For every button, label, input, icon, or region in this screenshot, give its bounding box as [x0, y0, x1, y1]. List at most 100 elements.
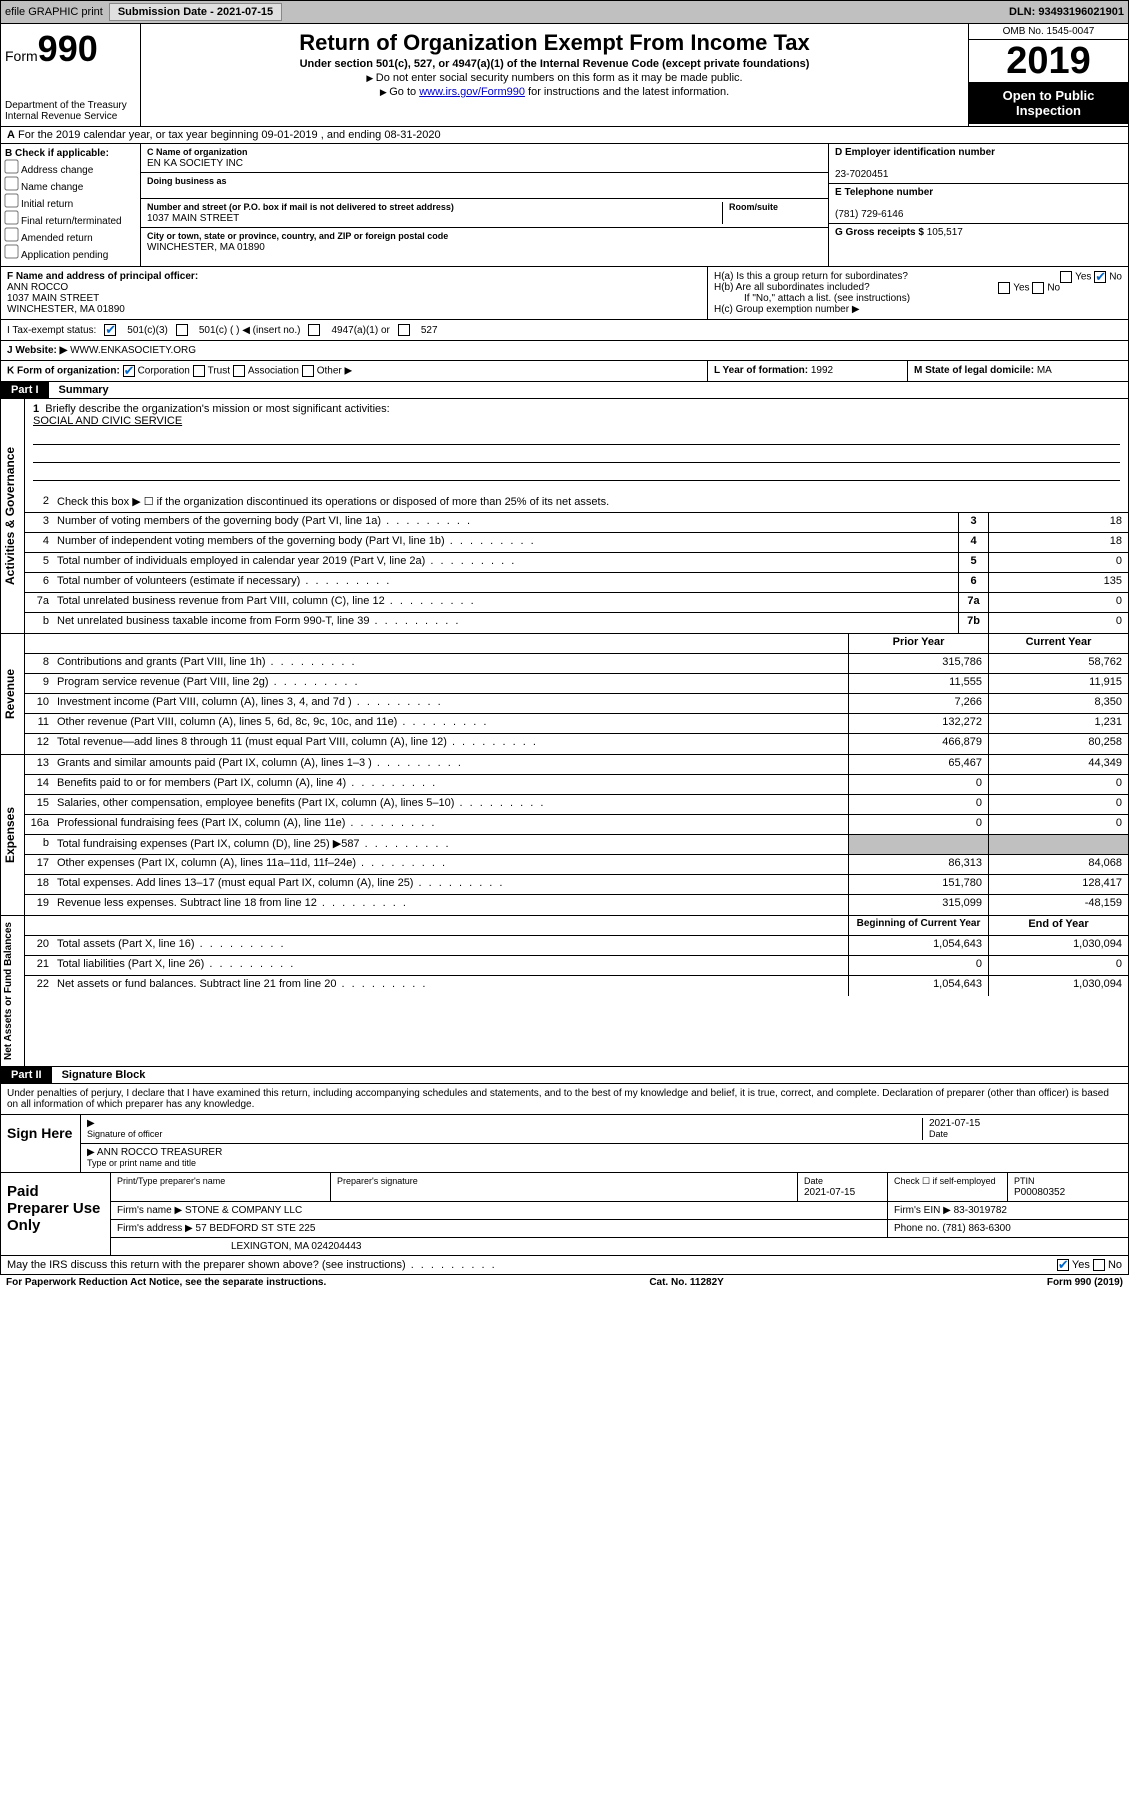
- phone-line: E Telephone number (781) 729-6146: [829, 184, 1128, 224]
- cb-final-return[interactable]: Final return/terminated: [5, 211, 136, 227]
- goto-note: Go to www.irs.gov/Form990 for instructio…: [145, 86, 964, 98]
- summary-line-4: 4Number of independent voting members of…: [25, 533, 1128, 553]
- address-line: Number and street (or P.O. box if mail i…: [141, 199, 828, 228]
- signature-section: Under penalties of perjury, I declare th…: [0, 1084, 1129, 1275]
- h-block: H(a) Is this a group return for subordin…: [708, 267, 1128, 319]
- irs-link[interactable]: www.irs.gov/Form990: [419, 86, 525, 98]
- part2-header: Part II Signature Block: [0, 1067, 1129, 1084]
- summary-line-17: 17Other expenses (Part IX, column (A), l…: [25, 855, 1128, 875]
- efile-label: efile GRAPHIC print: [5, 6, 103, 18]
- summary-line-12: 12Total revenue—add lines 8 through 11 (…: [25, 734, 1128, 754]
- mission-text: SOCIAL AND CIVIC SERVICE: [33, 415, 182, 427]
- cb-527[interactable]: [398, 324, 410, 336]
- cb-initial-return[interactable]: Initial return: [5, 194, 136, 210]
- form-left-box: Form990 Department of the Treasury Inter…: [1, 24, 141, 126]
- cb-app-pending[interactable]: Application pending: [5, 245, 136, 261]
- sign-here-grid: Sign Here ▶Signature of officer 2021-07-…: [1, 1114, 1128, 1172]
- dept-treasury: Department of the Treasury Internal Reve…: [5, 100, 136, 122]
- tax-exempt-status: I Tax-exempt status: 501(c)(3) 501(c) ( …: [0, 320, 1129, 341]
- k-form-org: K Form of organization: Corporation Trus…: [1, 361, 708, 381]
- ha-line: H(a) Is this a group return for subordin…: [714, 271, 1122, 282]
- website-value: WWW.ENKASOCIETY.ORG: [70, 345, 196, 356]
- ssn-note: Do not enter social security numbers on …: [145, 72, 964, 84]
- form-title-block: Return of Organization Exempt From Incom…: [141, 24, 968, 126]
- ein-line: D Employer identification number 23-7020…: [829, 144, 1128, 184]
- klm-row: K Form of organization: Corporation Trus…: [0, 361, 1129, 382]
- city-line: City or town, state or province, country…: [141, 228, 828, 256]
- hb-note: If "No," attach a list. (see instruction…: [714, 293, 1122, 304]
- rev-header: Prior Year Current Year: [25, 634, 1128, 654]
- prep-line-4: LEXINGTON, MA 024204443: [111, 1238, 1128, 1255]
- line-2: 2Check this box ▶ ☐ if the organization …: [25, 493, 1128, 513]
- hb-line: H(b) Are all subordinates included? Yes …: [714, 282, 1122, 293]
- officer-name: ANN ROCCO: [7, 282, 68, 293]
- summary-line-8: 8Contributions and grants (Part VIII, li…: [25, 654, 1128, 674]
- officer-h-row: F Name and address of principal officer:…: [0, 267, 1129, 320]
- expenses-section: Expenses 13Grants and similar amounts pa…: [0, 755, 1129, 916]
- efile-top-bar: efile GRAPHIC print Submission Date - 20…: [0, 0, 1129, 24]
- org-name: EN KA SOCIETY INC: [147, 158, 243, 169]
- hc-line: H(c) Group exemption number ▶: [714, 304, 1122, 315]
- sign-here-label: Sign Here: [1, 1115, 81, 1172]
- summary-line-11: 11Other revenue (Part VIII, column (A), …: [25, 714, 1128, 734]
- summary-line-5: 5Total number of individuals employed in…: [25, 553, 1128, 573]
- cb-trust[interactable]: [193, 365, 205, 377]
- penalty-statement: Under penalties of perjury, I declare th…: [1, 1084, 1128, 1114]
- form-subtitle: Under section 501(c), 527, or 4947(a)(1)…: [145, 58, 964, 70]
- dba-line: Doing business as: [141, 173, 828, 199]
- cb-other[interactable]: [302, 365, 314, 377]
- vlabel-gov: Activities & Governance: [1, 399, 25, 633]
- officer-block: F Name and address of principal officer:…: [1, 267, 708, 319]
- officer-name-line: ▶ ANN ROCCO TREASURERType or print name …: [81, 1144, 1128, 1172]
- cb-4947[interactable]: [308, 324, 320, 336]
- cb-assoc[interactable]: [233, 365, 245, 377]
- summary-line-6: 6Total number of volunteers (estimate if…: [25, 573, 1128, 593]
- dln-label: DLN: 93493196021901: [1009, 6, 1124, 18]
- vlabel-net: Net Assets or Fund Balances: [1, 916, 25, 1066]
- city-state-zip: WINCHESTER, MA 01890: [147, 242, 265, 253]
- footer-row: For Paperwork Reduction Act Notice, see …: [0, 1275, 1129, 1290]
- entity-block: B Check if applicable: Address change Na…: [0, 144, 1129, 267]
- cb-501c[interactable]: [176, 324, 188, 336]
- mission-block: 1 Briefly describe the organization's mi…: [25, 399, 1128, 493]
- cb-corp[interactable]: [123, 365, 135, 377]
- cat-no: Cat. No. 11282Y: [649, 1277, 723, 1288]
- gross-receipts-line: G Gross receipts $ 105,517: [829, 224, 1128, 250]
- ein-value: 23-7020451: [835, 169, 888, 180]
- open-inspection: Open to Public Inspection: [969, 82, 1128, 124]
- summary-line-21: 21Total liabilities (Part X, line 26)00: [25, 956, 1128, 976]
- cb-501c3[interactable]: [104, 324, 116, 336]
- preparer-grid: Paid Preparer Use Only Print/Type prepar…: [1, 1172, 1128, 1255]
- netassets-section: Net Assets or Fund Balances Beginning of…: [0, 916, 1129, 1067]
- form-header: Form990 Department of the Treasury Inter…: [0, 24, 1129, 127]
- website-row: J Website: ▶ WWW.ENKASOCIETY.ORG: [0, 341, 1129, 361]
- check-b-box: B Check if applicable: Address change Na…: [1, 144, 141, 266]
- cb-name-change[interactable]: Name change: [5, 177, 136, 193]
- discuss-no-cb[interactable]: [1093, 1259, 1105, 1271]
- form-number: Form990: [5, 28, 136, 70]
- ha-no-cb[interactable]: [1094, 271, 1106, 283]
- phone-value: (781) 729-6146: [835, 209, 903, 220]
- summary-line-19: 19Revenue less expenses. Subtract line 1…: [25, 895, 1128, 915]
- hb-no-cb[interactable]: [1032, 282, 1044, 294]
- summary-line-7a: 7aTotal unrelated business revenue from …: [25, 593, 1128, 613]
- l-year: L Year of formation: 1992: [708, 361, 908, 381]
- discuss-yes-cb[interactable]: [1057, 1259, 1069, 1271]
- entity-right: D Employer identification number 23-7020…: [828, 144, 1128, 266]
- summary-line-10: 10Investment income (Part VIII, column (…: [25, 694, 1128, 714]
- summary-line-20: 20Total assets (Part X, line 16)1,054,64…: [25, 936, 1128, 956]
- paperwork-notice: For Paperwork Reduction Act Notice, see …: [6, 1277, 326, 1288]
- org-name-line: C Name of organization EN KA SOCIETY INC: [141, 144, 828, 173]
- officer-sig-line: ▶Signature of officer 2021-07-15Date: [81, 1115, 1128, 1144]
- form-title: Return of Organization Exempt From Incom…: [145, 30, 964, 56]
- ha-yes-cb[interactable]: [1060, 271, 1072, 283]
- form-right-box: OMB No. 1545-0047 2019 Open to Public In…: [968, 24, 1128, 126]
- hb-yes-cb[interactable]: [998, 282, 1010, 294]
- cb-address-change[interactable]: Address change: [5, 160, 136, 176]
- tax-year: 2019: [969, 40, 1128, 82]
- summary-line-15: 15Salaries, other compensation, employee…: [25, 795, 1128, 815]
- cb-amended[interactable]: Amended return: [5, 228, 136, 244]
- gov-section: Activities & Governance 1 Briefly descri…: [0, 399, 1129, 634]
- submission-date-button[interactable]: Submission Date - 2021-07-15: [109, 3, 282, 21]
- summary-line-b: bNet unrelated business taxable income f…: [25, 613, 1128, 633]
